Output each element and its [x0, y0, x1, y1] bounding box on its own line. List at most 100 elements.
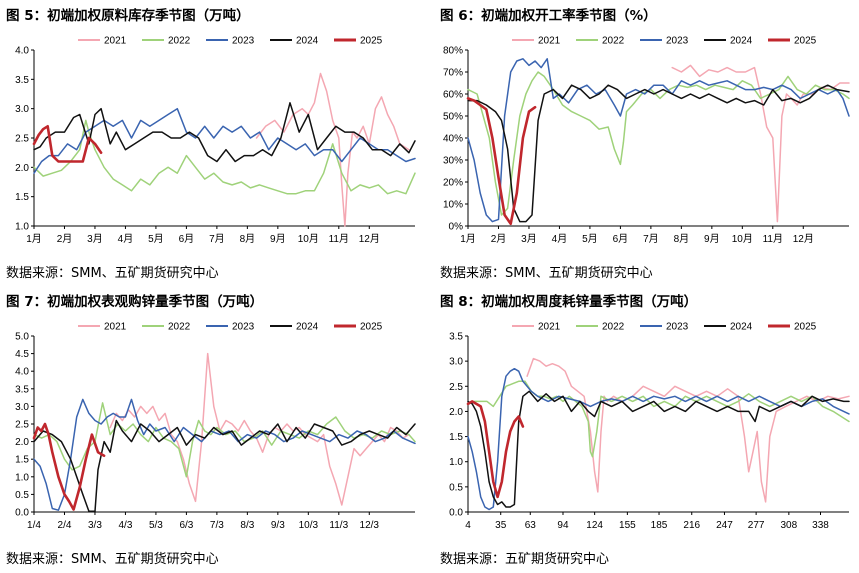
- legend-label-2021: 2021: [104, 36, 127, 47]
- y-tick-label: 20%: [443, 178, 463, 189]
- x-tick-label: 8月: [674, 233, 690, 245]
- series-line-2022: [467, 71, 850, 216]
- series-line-2024: [33, 102, 416, 163]
- y-tick-label: 3.0: [15, 104, 29, 115]
- y-tick-label: 2.5: [449, 382, 463, 393]
- legend-label-2022: 2022: [602, 36, 625, 47]
- legend-label-2024: 2024: [296, 322, 319, 333]
- x-tick-label: 216: [683, 520, 700, 531]
- y-tick-label: 3.0: [15, 402, 29, 413]
- x-tick-label: 12/3: [360, 520, 380, 531]
- y-tick-label: 4.0: [15, 367, 29, 378]
- x-tick-label: 8/3: [240, 520, 254, 531]
- x-tick-label: 7月: [643, 233, 659, 245]
- x-tick-label: 8月: [240, 233, 256, 245]
- x-tick-label: 308: [780, 520, 797, 531]
- x-tick-label: 5/3: [149, 520, 163, 531]
- x-tick-label: 3月: [87, 233, 103, 245]
- apparent-zinc-purchase-chart: 0.0 0.5 1.0 1.5 2.0 2.5 3.0 3.5 4.0 4.5 5.0 1/4 2/4 3…: [0, 314, 425, 536]
- x-tick-label: 3/3: [88, 520, 102, 531]
- series-line-2025: [32, 125, 103, 163]
- legend-label-2021: 2021: [538, 322, 561, 333]
- x-tick-label: 4月: [552, 233, 568, 245]
- legend-label-2024: 2024: [296, 36, 319, 47]
- legend-label-2024: 2024: [730, 36, 753, 47]
- series-line-2022: [33, 119, 416, 195]
- source-note-2: 数据来源：SMM、五矿期货研究中心: [440, 266, 653, 281]
- source-note-3: 数据来源：SMM、五矿期货研究中心: [6, 552, 219, 567]
- y-tick-label: 0.0: [449, 508, 463, 519]
- operating-rate-chart: 0% 10% 20% 30% 40% 50% 60% 70% 80% 1月 2月 3月 4月 5月 6月 7月…: [434, 28, 859, 250]
- panel-title-4: 图 8：初端加权周度耗锌量季节图（万吨）: [440, 294, 698, 310]
- x-tick-label: 35: [495, 520, 507, 531]
- series-line-2025: [466, 400, 525, 499]
- source-note-4: 数据来源：五矿期货研究中心: [440, 552, 610, 567]
- chart-svg: 0.0 0.5 1.0 1.5 2.0 2.5 3.0 3.5 4.0 4.5 5.0 1/4 2/4 3…: [15, 322, 416, 531]
- y-tick-label: 0.0: [15, 508, 29, 519]
- x-tick-label: 9月: [270, 233, 286, 245]
- y-tick-label: 2.5: [15, 134, 29, 145]
- legend-label-2025: 2025: [360, 36, 383, 47]
- y-tick-label: 10%: [443, 200, 463, 211]
- x-tick-label: 124: [586, 520, 603, 531]
- x-tick-label: 277: [748, 520, 765, 531]
- x-tick-label: 4: [465, 520, 471, 531]
- y-tick-label: 1.0: [15, 222, 29, 233]
- y-tick-label: 0%: [449, 222, 464, 233]
- panel-title-2: 图 6：初端加权开工率季节图（%）: [440, 8, 657, 24]
- x-tick-label: 12月: [793, 233, 814, 245]
- legend-label-2022: 2022: [168, 36, 191, 47]
- y-tick-label: 50%: [443, 112, 463, 123]
- x-tick-label: 155: [619, 520, 636, 531]
- x-tick-label: 3月: [521, 233, 537, 245]
- legend-label-2022: 2022: [168, 322, 191, 333]
- x-tick-label: 1月: [26, 233, 42, 245]
- x-tick-label: 11月: [763, 233, 783, 245]
- x-tick-label: 94: [557, 520, 569, 531]
- x-tick-label: 4/3: [118, 520, 132, 531]
- x-tick-label: 12月: [359, 233, 380, 245]
- x-tick-label: 10/3: [299, 520, 319, 531]
- x-tick-label: 247: [716, 520, 733, 531]
- y-tick-label: 1.5: [449, 432, 463, 443]
- y-tick-label: 5.0: [15, 332, 29, 343]
- x-tick-label: 185: [651, 520, 668, 531]
- x-tick-label: 7/3: [210, 520, 224, 531]
- series-line-2024: [467, 390, 850, 508]
- weekly-zinc-consumption-chart: 0.0 0.5 1.0 1.5 2.0 2.5 3.0 3.5 4 35 63 94 124 155 185…: [434, 314, 859, 536]
- series-line-2021: [109, 352, 410, 506]
- y-tick-label: 2.5: [15, 420, 29, 431]
- chart-svg: 0% 10% 20% 30% 40% 50% 60% 70% 80% 1月 2月 3月 4月 5月 6月 7月…: [443, 36, 850, 245]
- y-tick-label: 60%: [443, 90, 463, 101]
- x-tick-label: 7月: [209, 233, 225, 245]
- x-tick-label: 4月: [118, 233, 134, 245]
- series-line-2023: [467, 367, 850, 511]
- y-tick-label: 2.0: [15, 437, 29, 448]
- x-tick-label: 2月: [57, 233, 73, 245]
- legend-label-2025: 2025: [794, 36, 817, 47]
- panel-title-1: 图 5：初端加权原料库存季节图（万吨）: [6, 8, 250, 24]
- series-line-2024: [33, 419, 416, 513]
- legend-label-2022: 2022: [602, 322, 625, 333]
- chart-svg: 0.0 0.5 1.0 1.5 2.0 2.5 3.0 3.5 4 35 63 94 124 155 185…: [449, 322, 850, 531]
- y-tick-label: 3.5: [449, 332, 463, 343]
- y-tick-label: 1.0: [449, 457, 463, 468]
- y-tick-label: 1.5: [15, 455, 29, 466]
- x-tick-label: 11/3: [329, 520, 348, 531]
- y-tick-label: 3.5: [15, 75, 29, 86]
- legend-label-2023: 2023: [666, 36, 689, 47]
- legend-label-2025: 2025: [794, 322, 817, 333]
- x-tick-label: 338: [812, 520, 829, 531]
- x-tick-label: 1/4: [27, 520, 41, 531]
- x-tick-label: 9月: [704, 233, 720, 245]
- y-tick-label: 30%: [443, 156, 463, 167]
- x-tick-label: 10月: [732, 233, 753, 245]
- legend-label-2023: 2023: [232, 36, 255, 47]
- legend-label-2024: 2024: [730, 322, 753, 333]
- y-tick-label: 1.5: [15, 192, 29, 203]
- y-tick-label: 70%: [443, 68, 463, 79]
- y-tick-label: 1.0: [15, 472, 29, 483]
- series-line-2025: [466, 97, 537, 226]
- x-tick-label: 5月: [148, 233, 164, 245]
- series-line-2024: [467, 84, 850, 223]
